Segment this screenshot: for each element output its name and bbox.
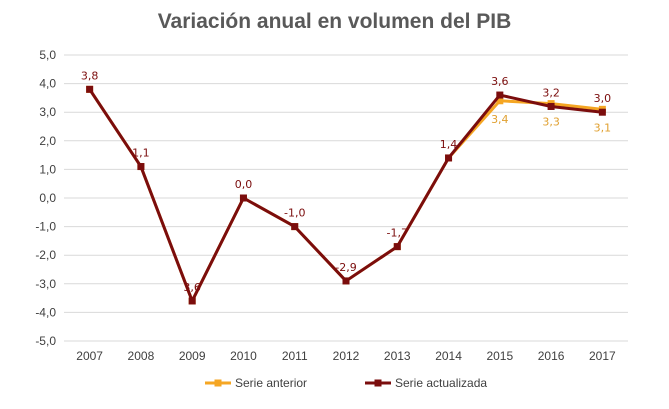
data-label: 3,0 [594,92,612,105]
x-tick-label: 2010 [230,349,257,363]
data-point [342,277,350,285]
data-label: 3,4 [491,113,509,126]
data-point [598,108,606,116]
x-tick-label: 2016 [538,349,565,363]
x-tick-label: 2017 [589,349,616,363]
data-label: 3,2 [542,86,560,99]
y-tick-label: -4,0 [35,305,56,319]
x-tick-label: 2011 [282,349,308,363]
data-point [496,97,504,105]
data-point [188,297,196,305]
data-label: 1,1 [132,147,150,160]
data-label: 3,6 [491,75,509,88]
data-point [547,102,555,110]
data-point [137,163,145,171]
data-label: -2,9 [335,261,356,274]
data-point [291,223,299,231]
y-tick-label: 2,0 [39,134,56,148]
data-label: -1,7 [387,227,408,240]
x-tick-label: 2007 [76,349,103,363]
x-tick-label: 2008 [128,349,155,363]
data-point [445,154,453,162]
x-tick-label: 2015 [486,349,513,363]
y-tick-label: -1,0 [35,220,56,234]
x-tick-label: 2013 [384,349,411,363]
legend-entry: Serie anterior [235,376,307,390]
data-label: -1,0 [284,207,305,220]
legend-entry: Serie actualizada [395,376,487,390]
data-point [393,243,401,251]
y-tick-label: 4,0 [39,77,56,91]
data-label: 0,0 [235,178,253,191]
data-point [239,194,247,202]
chart-title: Variación anual en volumen del PIB [157,10,512,33]
x-tick-label: 2012 [333,349,360,363]
y-tick-label: -3,0 [35,277,56,291]
x-tick-label: 2014 [435,349,462,363]
y-tick-label: -2,0 [35,248,56,262]
data-label: 3,6 [183,281,201,294]
data-label: 3,1 [594,121,612,134]
y-tick-label: 1,0 [39,162,56,176]
data-label: 3,3 [542,116,560,129]
y-tick-label: 5,0 [39,48,56,62]
y-tick-label: 3,0 [39,105,56,119]
y-tick-label: -5,0 [35,334,56,348]
data-label: 1,4 [440,138,458,151]
legend-swatch-marker [374,379,382,387]
data-point [496,91,504,99]
data-point [86,85,94,93]
data-label: 3,8 [81,69,99,82]
y-tick-label: 0,0 [39,191,56,205]
legend-swatch-marker [214,379,222,387]
x-tick-label: 2009 [179,349,206,363]
